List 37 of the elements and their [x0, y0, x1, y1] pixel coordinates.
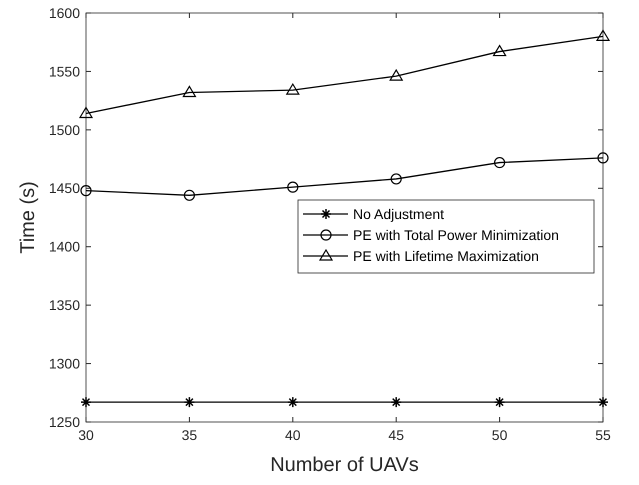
point	[493, 44, 506, 56]
point	[80, 396, 92, 408]
point	[287, 182, 298, 193]
point	[390, 70, 403, 81]
y-tick-label: 1550	[48, 63, 80, 80]
y-tick-label: 1500	[48, 122, 80, 138]
point	[494, 396, 506, 408]
point	[182, 86, 196, 98]
legend-label: PE with Total Power Minimization	[353, 226, 559, 243]
point	[494, 156, 506, 168]
point	[390, 396, 402, 408]
x-tick-label: 45	[388, 427, 404, 443]
x-tick-label: 40	[285, 427, 301, 443]
point	[390, 173, 402, 185]
y-axis-title: Time (s)	[17, 181, 39, 254]
y-tick-label: 1400	[48, 238, 80, 255]
point	[184, 396, 196, 408]
point	[597, 396, 609, 408]
y-tick-label: 1300	[48, 355, 80, 372]
x-axis-title: Number of UAVs	[270, 454, 419, 476]
point	[80, 185, 92, 196]
legend-label: No Adjustment	[353, 206, 444, 222]
point	[79, 106, 93, 118]
point	[287, 396, 299, 408]
x-tick-label: 55	[595, 427, 611, 443]
point	[286, 84, 300, 95]
y-tick-label: 1450	[48, 180, 80, 196]
point	[596, 30, 610, 41]
x-tick-label: 30	[78, 427, 94, 443]
x-tick-label: 50	[492, 427, 508, 443]
y-tick-label: 1600	[48, 4, 80, 21]
point	[184, 190, 195, 201]
y-tick-label: 1350	[48, 297, 80, 314]
x-tick-label: 35	[182, 427, 198, 443]
y-tick-label: 1250	[48, 414, 80, 430]
point	[597, 152, 609, 164]
legend-label: PE with Lifetime Maximization	[353, 248, 539, 264]
